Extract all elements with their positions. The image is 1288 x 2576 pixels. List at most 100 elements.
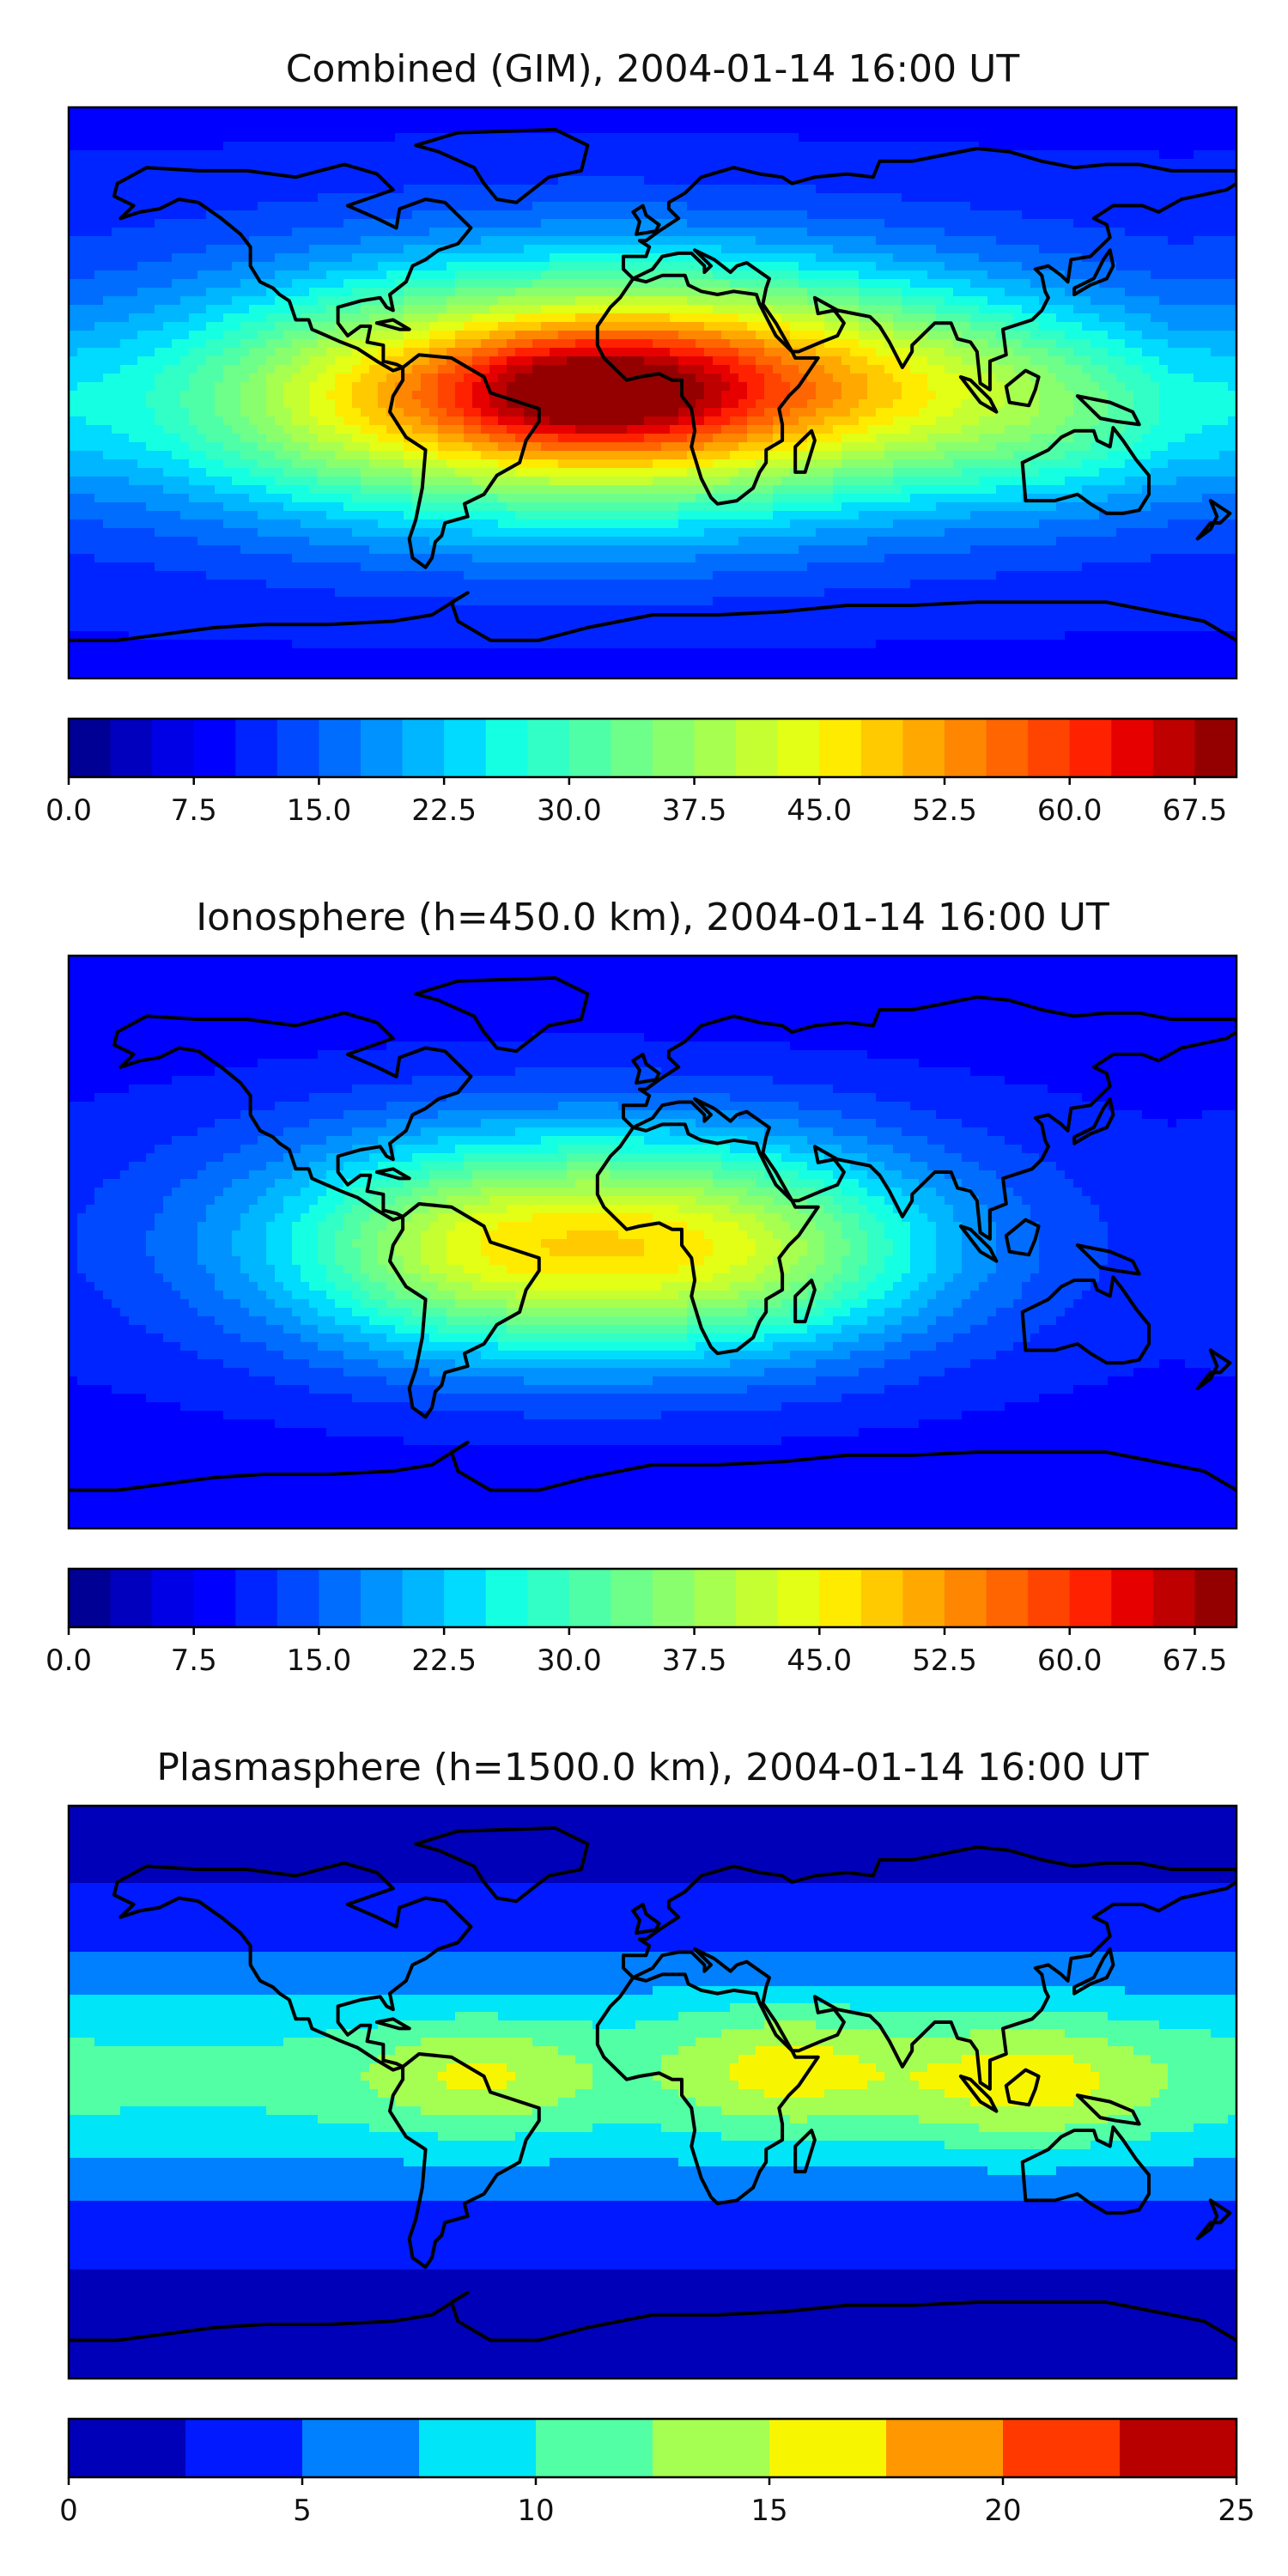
field-cell bbox=[841, 296, 851, 306]
field-cell bbox=[1168, 193, 1177, 203]
field-cell bbox=[721, 236, 731, 246]
field-cell bbox=[644, 185, 653, 194]
field-cell bbox=[438, 159, 447, 168]
field-cell bbox=[970, 356, 980, 366]
field-cell bbox=[86, 279, 95, 289]
field-cell bbox=[773, 159, 782, 168]
field-cell bbox=[498, 219, 507, 228]
field-cell bbox=[1125, 288, 1134, 297]
field-cell bbox=[730, 142, 739, 151]
field-cell bbox=[670, 374, 679, 383]
field-cell bbox=[635, 133, 645, 143]
field-cell bbox=[412, 305, 422, 314]
field-cell bbox=[962, 348, 971, 357]
field-cell bbox=[309, 245, 319, 254]
field-cell bbox=[395, 219, 404, 228]
field-cell bbox=[567, 365, 576, 374]
field-cell bbox=[1133, 382, 1143, 392]
field-cell bbox=[575, 142, 585, 151]
field-cell bbox=[1099, 245, 1109, 254]
field-cell bbox=[1030, 210, 1040, 220]
field-cell bbox=[129, 245, 138, 254]
field-cell bbox=[996, 322, 1005, 331]
field-cell bbox=[438, 228, 447, 237]
field-cell bbox=[807, 391, 817, 400]
field-cell bbox=[721, 331, 731, 340]
field-cell bbox=[816, 210, 825, 220]
field-cell bbox=[644, 296, 653, 306]
field-cell bbox=[687, 245, 696, 254]
field-cell bbox=[653, 356, 662, 366]
field-cell bbox=[464, 210, 473, 220]
field-cell bbox=[163, 193, 173, 203]
field-cell bbox=[661, 399, 671, 409]
field-cell bbox=[275, 245, 284, 254]
field-cell bbox=[610, 408, 619, 417]
field-cell bbox=[1185, 185, 1194, 194]
field-cell bbox=[1194, 288, 1203, 297]
field-cell bbox=[713, 313, 722, 323]
field-cell bbox=[807, 279, 817, 289]
field-cell bbox=[361, 185, 370, 194]
field-cell bbox=[704, 193, 714, 203]
field-cell bbox=[644, 399, 653, 409]
field-cell bbox=[77, 339, 87, 349]
field-cell bbox=[335, 142, 344, 151]
field-cell bbox=[541, 150, 550, 160]
field-cell bbox=[730, 399, 739, 409]
field-cell bbox=[438, 167, 447, 177]
field-cell bbox=[807, 305, 817, 314]
field-cell bbox=[1108, 193, 1117, 203]
field-cell bbox=[721, 107, 731, 117]
field-cell bbox=[575, 245, 585, 254]
field-cell bbox=[601, 322, 611, 331]
field-cell bbox=[515, 185, 525, 194]
field-cell bbox=[455, 339, 465, 349]
field-cell bbox=[841, 125, 851, 134]
field-cell bbox=[301, 313, 310, 323]
field-cell bbox=[86, 339, 95, 349]
field-cell bbox=[378, 133, 387, 143]
field-cell bbox=[249, 236, 258, 246]
field-cell bbox=[850, 193, 860, 203]
field-cell bbox=[1056, 125, 1066, 134]
field-cell bbox=[970, 305, 980, 314]
field-cell bbox=[893, 322, 902, 331]
field-cell bbox=[1142, 133, 1151, 143]
field-cell bbox=[1228, 193, 1236, 203]
field-cell bbox=[670, 125, 679, 134]
field-cell bbox=[343, 288, 353, 297]
field-cell bbox=[953, 236, 963, 246]
field-cell bbox=[867, 142, 877, 151]
field-cell bbox=[309, 382, 319, 392]
field-cell bbox=[558, 193, 568, 203]
field-cell bbox=[275, 142, 284, 151]
field-cell bbox=[301, 176, 310, 185]
field-cell bbox=[1013, 296, 1023, 306]
field-cell bbox=[970, 116, 980, 125]
field-cell bbox=[283, 279, 293, 289]
field-cell bbox=[678, 219, 688, 228]
field-cell bbox=[927, 408, 937, 417]
field-cell bbox=[1048, 279, 1057, 289]
field-cell bbox=[412, 322, 422, 331]
field-cell bbox=[618, 382, 628, 392]
field-cell bbox=[747, 133, 756, 143]
field-cell bbox=[1056, 219, 1066, 228]
field-cell bbox=[833, 270, 842, 280]
field-cell bbox=[515, 150, 525, 160]
field-cell bbox=[438, 125, 447, 134]
field-cell bbox=[567, 348, 576, 357]
field-cell bbox=[266, 107, 276, 117]
field-cell bbox=[610, 331, 619, 340]
field-cell bbox=[850, 296, 860, 306]
field-cell bbox=[610, 107, 619, 117]
field-cell bbox=[94, 185, 104, 194]
field-cell bbox=[1065, 125, 1074, 134]
field-cell bbox=[730, 270, 739, 280]
field-cell bbox=[893, 219, 902, 228]
field-cell bbox=[979, 150, 988, 160]
field-cell bbox=[627, 313, 636, 323]
field-cell bbox=[77, 193, 87, 203]
field-cell bbox=[215, 331, 224, 340]
